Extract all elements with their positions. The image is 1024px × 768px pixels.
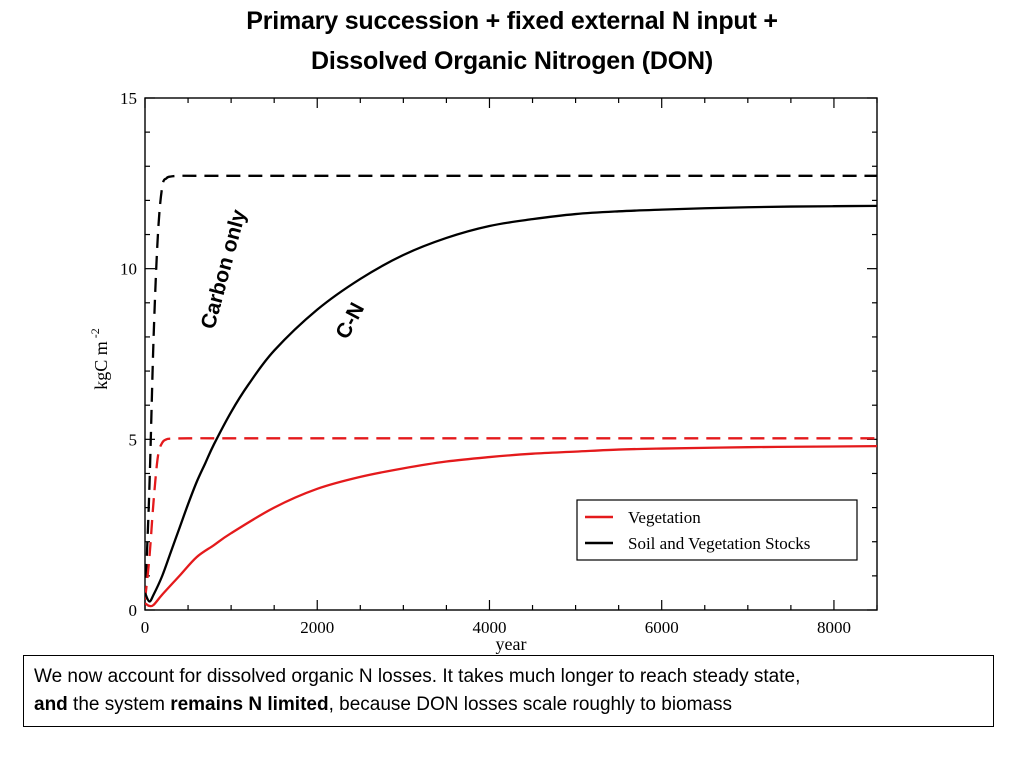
slide-title: Primary succession + fixed external N in… [0, 0, 1024, 81]
caption-text-5: , because DON losses scale roughly to bi… [328, 694, 733, 715]
legend-box [576, 499, 858, 561]
y-tick-label: 15 [120, 89, 137, 108]
series-line-soil-and-vegetation-stocks-solid [145, 204, 877, 603]
x-tick-label: 2000 [300, 618, 334, 637]
plot-frame [144, 97, 878, 611]
y-tick-label: 5 [129, 430, 138, 449]
x-tick-label: 6000 [645, 618, 679, 637]
y-tick-label: 10 [120, 260, 137, 279]
annotation-cn: C-N [331, 299, 369, 343]
series-line-vegetation-dashed [145, 437, 877, 600]
y-axis-label-text: kgC m [91, 341, 111, 390]
slide-title-line-1: Primary succession + fixed external N in… [246, 7, 778, 35]
slide-title-line-2: Dissolved Organic Nitrogen (DON) [311, 47, 713, 75]
caption-text-4: remains N limited [170, 694, 329, 715]
legend-label: Vegetation [628, 508, 701, 527]
y-axis-label-superscript: -2 [88, 328, 102, 341]
caption-text-3: the system [67, 694, 171, 715]
y-tick-label: 0 [129, 601, 138, 620]
legend-label: Soil and Vegetation Stocks [628, 534, 810, 553]
x-tick-label: 0 [141, 618, 150, 637]
x-tick-label: 8000 [817, 618, 851, 637]
caption-box: We now account for dissolved organic N l… [23, 655, 994, 727]
annotation-carbon-only: Carbon only [197, 207, 251, 332]
line-chart: 0 2000 4000 6000 8000 0 5 10 15 year kgC m -2 Carbo… [88, 89, 878, 654]
x-axis-label: year [496, 634, 527, 654]
y-axis-label: kgC m -2 [88, 328, 111, 390]
series-line-vegetation-solid [145, 445, 877, 608]
x-tick-label: 4000 [472, 618, 506, 637]
legend: Vegetation Soil and Vegetation Stocks [576, 499, 858, 561]
caption-text-2: and [34, 694, 68, 715]
caption-text-1: We now account for dissolved organic N l… [34, 666, 801, 687]
